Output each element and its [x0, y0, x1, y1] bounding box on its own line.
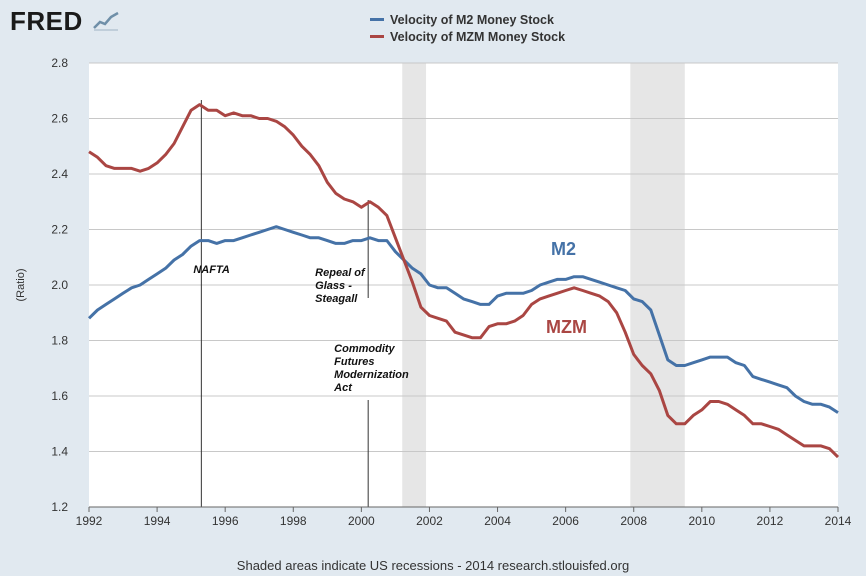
legend-swatch-mzm — [370, 35, 384, 38]
y-tick-label-2.6: 2.6 — [51, 112, 68, 126]
fred-logo[interactable]: FRED — [10, 6, 120, 36]
annotation-label-3-line-1: Commodity — [334, 343, 395, 355]
y-axis-label: (Ratio) — [15, 268, 27, 301]
annotation-label-3-line-3: Modernization — [334, 369, 409, 381]
y-tick-label-2.2: 2.2 — [51, 223, 68, 237]
x-tick-label-2012: 2012 — [757, 514, 784, 528]
x-tick-label-2004: 2004 — [484, 514, 511, 528]
series-line-mzm — [88, 103, 840, 459]
y-tick-label-1.8: 1.8 — [51, 334, 68, 348]
chart-legend: Velocity of M2 Money Stock Velocity of M… — [370, 11, 565, 45]
annotation-label-2-line-2: Glass - — [315, 280, 352, 292]
grid-lines — [89, 62, 838, 508]
logo-text: FRED — [10, 6, 83, 36]
annotation-label-2-line-3: Steagall — [315, 293, 358, 305]
x-tick-label-1994: 1994 — [144, 514, 171, 528]
x-tick-label-2010: 2010 — [688, 514, 715, 528]
x-tick-label-2008: 2008 — [620, 514, 647, 528]
legend-item-m2[interactable]: Velocity of M2 Money Stock — [370, 11, 565, 28]
y-tick-label-2.8: 2.8 — [51, 56, 68, 70]
series-lines: M2 MZM — [87, 103, 840, 459]
legend-label-mzm: Velocity of MZM Money Stock — [390, 29, 566, 44]
x-tick-label-2014: 2014 — [825, 514, 852, 528]
legend-swatch-m2 — [370, 18, 384, 21]
x-tick-label-1998: 1998 — [280, 514, 307, 528]
axes: 1.2 1.4 1.6 1.8 2.0 2.2 2.4 2.6 2.8 1992 1994 1996 1… — [51, 56, 851, 528]
annotation-label-3-line-4: Act — [333, 382, 353, 394]
y-tick-label-2.0: 2.0 — [51, 278, 68, 292]
x-tick-label-2002: 2002 — [416, 514, 443, 528]
y-tick-label-1.2: 1.2 — [51, 500, 68, 514]
annotation-label-1-line-1: NAFTA — [193, 264, 230, 276]
y-tick-label-2.4: 2.4 — [51, 167, 68, 181]
annotation-label-3-line-2: Futures — [334, 356, 374, 368]
x-tick-label-2000: 2000 — [348, 514, 375, 528]
legend-item-mzm[interactable]: Velocity of MZM Money Stock — [370, 28, 565, 45]
x-tick-label-1996: 1996 — [212, 514, 239, 528]
x-tick-label-1992: 1992 — [76, 514, 103, 528]
legend-label-m2: Velocity of M2 Money Stock — [390, 12, 554, 27]
x-tick-label-2006: 2006 — [552, 514, 579, 528]
y-tick-label-1.4: 1.4 — [51, 445, 68, 459]
series-line-m2 — [87, 225, 839, 414]
series-label-mzm: MZM — [546, 317, 587, 337]
trend-line-icon — [92, 10, 120, 32]
annotation-label-2-line-1: Repeal of — [315, 267, 366, 279]
y-tick-label-1.6: 1.6 — [51, 389, 68, 403]
footer-note: Shaded areas indicate US recessions - 20… — [236, 558, 630, 573]
series-label-m2: M2 — [551, 239, 576, 259]
